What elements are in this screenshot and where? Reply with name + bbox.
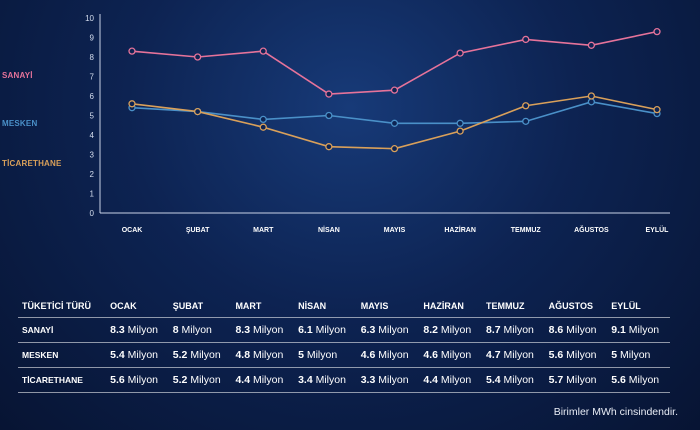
- y-tick-label: 4: [90, 131, 95, 140]
- series-label-ticarethane: TİCARETHANE: [2, 159, 62, 168]
- x-tick-label: NİSAN: [318, 226, 340, 234]
- table-cell: 4.6 Milyon: [423, 349, 472, 361]
- table-cell: 8.6 Milyon: [548, 324, 597, 336]
- table-cell: 5.4 Milyon: [110, 349, 159, 361]
- table-cell: 4.4 Milyon: [423, 374, 472, 386]
- data-point: [522, 35, 530, 44]
- table-cell: 8.3 Milyon: [110, 324, 159, 336]
- data-point: [128, 100, 136, 108]
- table-cell: 5.6 Milyon: [548, 349, 597, 361]
- table-header-cell: TÜKETİCİ TÜRÜ: [22, 301, 91, 311]
- x-tick-label: MART: [253, 227, 274, 234]
- table-header-cell: AĞUSTOS: [548, 301, 593, 311]
- data-point: [587, 41, 596, 49]
- table-cell: 8 Milyon: [172, 324, 212, 336]
- table-header-cell: NİSAN: [298, 301, 327, 311]
- x-tick-label: HAZİRAN: [444, 226, 476, 234]
- data-point: [325, 111, 333, 120]
- y-tick-label: 8: [90, 53, 95, 62]
- data-point: [587, 98, 596, 106]
- y-tick-label: 3: [90, 151, 95, 160]
- table-cell: 4.7 Milyon: [486, 349, 534, 361]
- y-tick-label: 9: [90, 34, 95, 43]
- table-row: MESKEN 5.4 Milyon 5.2 Milyon 4.8 Milyon 5 Mi…: [18, 343, 670, 368]
- series-label-sanayi: SANAYİ: [2, 71, 33, 80]
- x-tick-label: AĞUSTOS: [574, 225, 609, 234]
- table-cell: 5.2 Milyon: [172, 349, 221, 361]
- table-cell: 5.6 Milyon: [110, 374, 159, 386]
- table-header-cell: ŞUBAT: [172, 301, 204, 311]
- data-point: [128, 47, 136, 55]
- table-header-cell: MART: [235, 301, 262, 311]
- table-cell: 5 Milyon: [298, 349, 338, 361]
- table-cell: 6.1 Milyon: [298, 324, 346, 336]
- x-tick-label: OCAK: [122, 227, 143, 234]
- data-point: [259, 47, 267, 55]
- y-tick-label: 6: [90, 92, 95, 101]
- x-tick-label: MAYIS: [384, 227, 406, 234]
- data-point: [259, 123, 267, 131]
- x-tick-label: TEMMUZ: [511, 227, 542, 234]
- table-header-row: TÜKETİCİ TÜRÜ OCAK ŞUBAT MART NİSAN MAYI…: [18, 295, 670, 318]
- y-tick-label: 7: [90, 73, 95, 82]
- table-cell: 8.7 Milyon: [486, 324, 534, 336]
- table-row-label: SANAYİ: [22, 325, 54, 335]
- table-cell: 3.3 Milyon: [360, 374, 409, 386]
- data-point: [259, 115, 267, 124]
- y-tick-label: 1: [90, 190, 95, 199]
- data-point: [325, 143, 333, 151]
- table-cell: 5.6 Milyon: [611, 374, 660, 386]
- table-cell: 4.8 Milyon: [235, 349, 284, 361]
- y-tick-label: 5: [90, 112, 95, 121]
- x-tick-label: ŞUBAT: [186, 227, 210, 234]
- series-line-0: [131, 30, 658, 95]
- table-row: TİCARETHANE 5.6 Milyon 5.2 Milyon 4.4 Milyo…: [18, 368, 670, 393]
- table-header-cell: EYLÜL: [611, 301, 641, 311]
- data-point: [522, 117, 530, 125]
- data-point: [390, 86, 399, 94]
- data-point: [325, 90, 333, 98]
- data-point: [390, 119, 399, 127]
- table-cell: 4.6 Milyon: [360, 349, 409, 361]
- table-header-cell: MAYIS: [360, 301, 389, 311]
- table-header-cell: OCAK: [110, 301, 137, 311]
- data-point: [193, 53, 202, 61]
- table-cell: 4.4 Milyon: [235, 374, 284, 386]
- y-tick-label: 10: [85, 14, 94, 23]
- table-cell: 5.4 Milyon: [486, 374, 534, 386]
- line-chart: 0 1 2 3 4 5 6 7 8 9 10 OCAK ŞUBAT MART NİSAN MAYIS HAZİR…: [85, 14, 670, 234]
- data-point: [456, 127, 464, 135]
- table-header-cell: HAZİRAN: [423, 301, 464, 311]
- x-tick-label: EYLÜL: [646, 225, 670, 234]
- data-table: TÜKETİCİ TÜRÜ OCAK ŞUBAT MART NİSAN MAYI…: [18, 295, 670, 393]
- table-row-label: MESKEN: [22, 350, 59, 360]
- table-cell: 5 Milyon: [611, 349, 651, 361]
- table-cell: 3.4 Milyon: [298, 374, 346, 386]
- table-cell: 5.7 Milyon: [548, 374, 597, 386]
- data-point: [653, 27, 661, 36]
- footnote: Birimler MWh cinsindendir.: [553, 406, 678, 418]
- data-point: [522, 102, 530, 110]
- table-cell: 8.3 Milyon: [235, 324, 284, 336]
- series-label-mesken: MESKEN: [2, 119, 38, 128]
- table-cell: 6.3 Milyon: [360, 324, 409, 336]
- data-point: [193, 107, 202, 116]
- data-point: [390, 144, 399, 153]
- table-cell: 9.1 Milyon: [611, 324, 660, 336]
- y-tick-label: 2: [90, 170, 95, 179]
- data-point: [653, 106, 661, 114]
- table-row-label: TİCARETHANE: [22, 375, 83, 385]
- y-tick-label: 0: [90, 209, 95, 218]
- table-cell: 8.2 Milyon: [423, 324, 472, 336]
- data-point: [587, 92, 596, 100]
- data-point: [456, 119, 464, 127]
- table-cell: 5.2 Milyon: [172, 374, 221, 386]
- table-row: SANAYİ 8.3 Milyon 8 Milyon 8.3 Milyon 6.1 Mi…: [18, 318, 670, 343]
- table-header-cell: TEMMUZ: [486, 301, 525, 311]
- data-point: [456, 49, 464, 57]
